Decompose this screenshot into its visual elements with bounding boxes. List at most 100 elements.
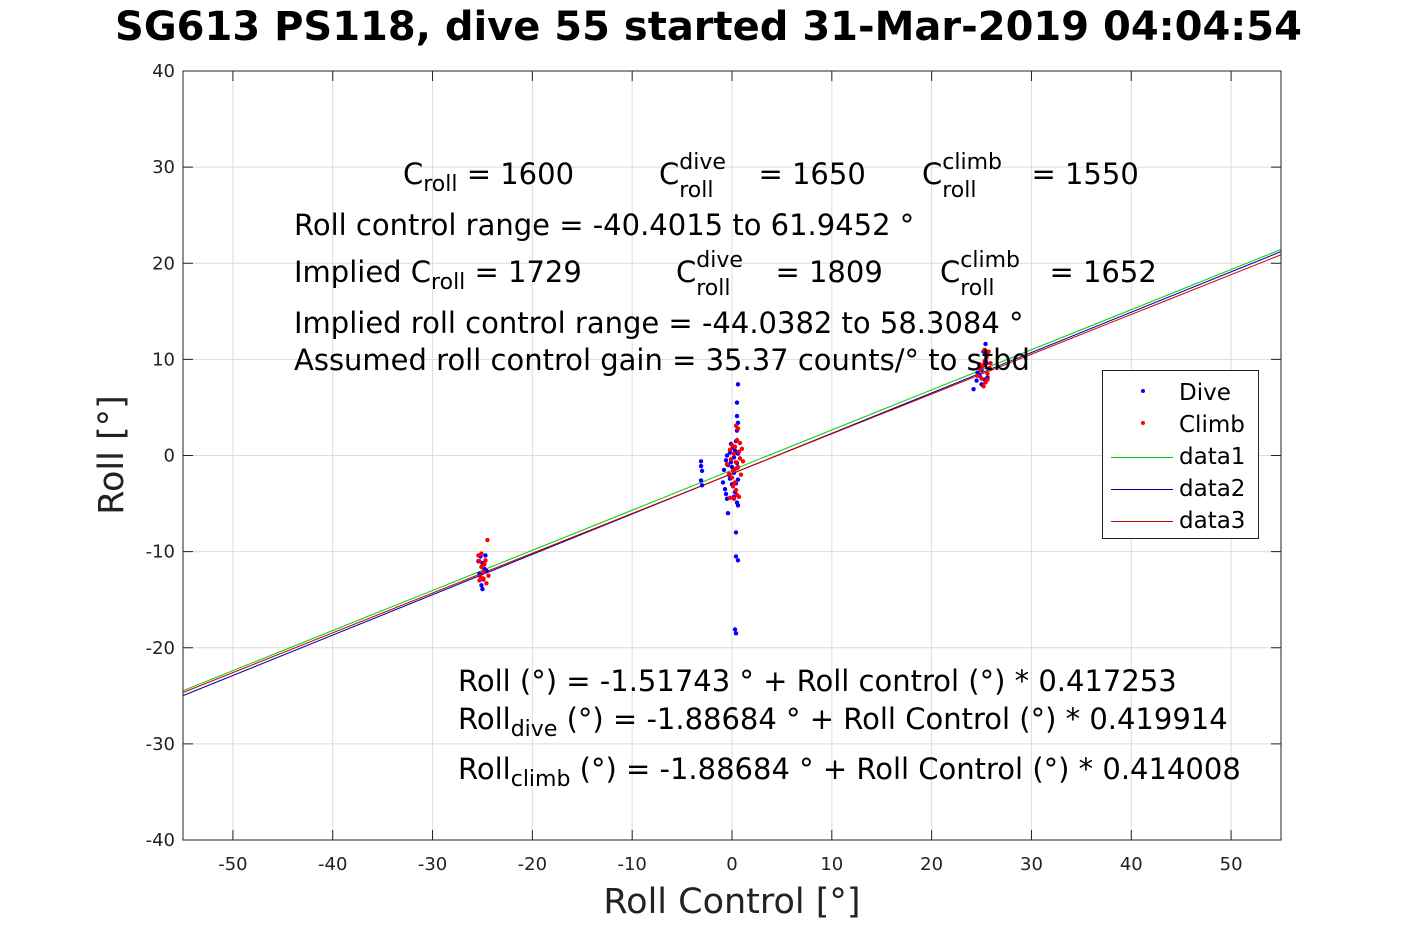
y-tick-label: -40 [146, 830, 175, 851]
dive-point [733, 631, 739, 636]
climb-point [731, 451, 737, 456]
fit-dive-annotation: Rolldive (°) = -1.88684 ° + Roll Control… [458, 702, 1228, 742]
data-points [476, 341, 993, 636]
legend-label-dive: Dive [1179, 380, 1231, 406]
climb-point [737, 440, 743, 446]
y-tick-label: 30 [152, 157, 175, 178]
climb-point [730, 484, 736, 489]
legend-line-data2 [1111, 489, 1173, 490]
dive-point [724, 453, 730, 458]
y-tick-label: 40 [152, 61, 175, 82]
dive-point [698, 478, 704, 483]
dive-point [721, 467, 727, 473]
legend-item-dive: Dive [1103, 376, 1260, 408]
roll-control-range-annotation: Roll control range = -40.4015 to 61.9452… [294, 208, 915, 242]
dive-point [479, 583, 484, 588]
dive-point [725, 510, 731, 516]
chart-title: SG613 PS118, dive 55 started 31-Mar-2019… [115, 4, 1302, 50]
climb-point [733, 460, 739, 465]
climb-point [733, 423, 739, 428]
y-tick-label: -20 [146, 638, 175, 659]
x-tick-label: -30 [418, 854, 447, 875]
c-roll-annotation: Croll = 1600 [403, 157, 575, 197]
axis-ticks: -50 -40 -30 -20 -10 0 10 20 30 40 50 -40 -30 -20 -10 0 1… [146, 61, 1281, 875]
climb-point [739, 446, 745, 451]
climb-point [728, 457, 734, 462]
dive-point [734, 400, 740, 405]
climb-point [731, 496, 737, 501]
y-tick-label: -10 [146, 542, 175, 563]
fit-climb-annotation: Rollclimb (°) = -1.88684 ° + Roll Contro… [458, 752, 1241, 792]
legend-label-data1: data1 [1179, 444, 1246, 470]
x-tick-label: 40 [1120, 854, 1143, 875]
x-tick-label: 20 [920, 854, 943, 875]
climb-point [484, 581, 489, 586]
dive-point [733, 554, 739, 559]
dive-point [722, 486, 728, 492]
climb-point [988, 361, 993, 366]
legend-item-climb: Climb [1103, 408, 1260, 440]
dive-point [720, 480, 726, 485]
climb-point [986, 349, 991, 354]
climb-point [483, 558, 488, 563]
dive-point [734, 413, 740, 419]
dive-point [974, 378, 979, 383]
climb-point [486, 573, 491, 578]
climb-point [481, 576, 486, 581]
x-tick-label: -20 [518, 854, 547, 875]
dive-point [732, 627, 738, 632]
x-tick-label: 50 [1220, 854, 1243, 875]
climb-point [734, 437, 740, 443]
climb-point [736, 449, 742, 454]
climb-point [975, 373, 980, 378]
climb-point [984, 355, 989, 360]
climb-point [477, 578, 482, 583]
legend-label-data3: data3 [1179, 508, 1246, 534]
y-tick-label: 20 [152, 253, 175, 274]
y-tick-label: 10 [152, 349, 175, 370]
legend-line-data1 [1111, 457, 1173, 458]
dive-point [699, 468, 705, 474]
dive-point [733, 530, 739, 535]
implied-range-annotation: Implied roll control range = -44.0382 to… [294, 306, 1024, 340]
climb-point [977, 361, 982, 367]
gain-annotation: Assumed roll control gain = 35.37 counts… [294, 343, 1030, 377]
x-tick-label: -50 [218, 854, 247, 875]
climb-point [727, 495, 733, 500]
legend-line-data3 [1111, 521, 1173, 522]
legend-label-climb: Climb [1179, 412, 1245, 438]
climb-point [738, 472, 744, 477]
climb-point [732, 466, 738, 472]
legend-item-data3: data3 [1103, 504, 1260, 536]
legend-marker-climb [1141, 421, 1145, 425]
legend-item-data2: data2 [1103, 472, 1260, 504]
dive-point [735, 477, 741, 482]
climb-point [733, 487, 739, 493]
climb-point [729, 475, 735, 480]
x-tick-label: 0 [726, 854, 737, 875]
climb-point [732, 444, 738, 450]
dive-point [483, 553, 488, 558]
x-axis-label: Roll Control [°] [603, 882, 861, 922]
dive-point [480, 586, 485, 592]
dive-point [983, 341, 988, 347]
legend-item-data1: data1 [1103, 440, 1260, 472]
climb-point [482, 561, 487, 567]
dive-point [735, 382, 741, 387]
climb-point [987, 365, 992, 371]
climb-point [981, 384, 986, 389]
y-axis-label: Roll [°] [92, 395, 132, 515]
x-tick-label: 30 [1020, 854, 1043, 875]
x-tick-label: -40 [318, 854, 347, 875]
climb-point [727, 447, 733, 452]
x-tick-label: 10 [820, 854, 843, 875]
dive-point [971, 386, 976, 392]
fit-all-annotation: Roll (°) = -1.51743 ° + Roll control (°)… [458, 664, 1177, 698]
legend-label-data2: data2 [1179, 476, 1246, 502]
climb-point [737, 456, 743, 461]
dive-point [699, 483, 705, 488]
climb-point [736, 494, 742, 500]
